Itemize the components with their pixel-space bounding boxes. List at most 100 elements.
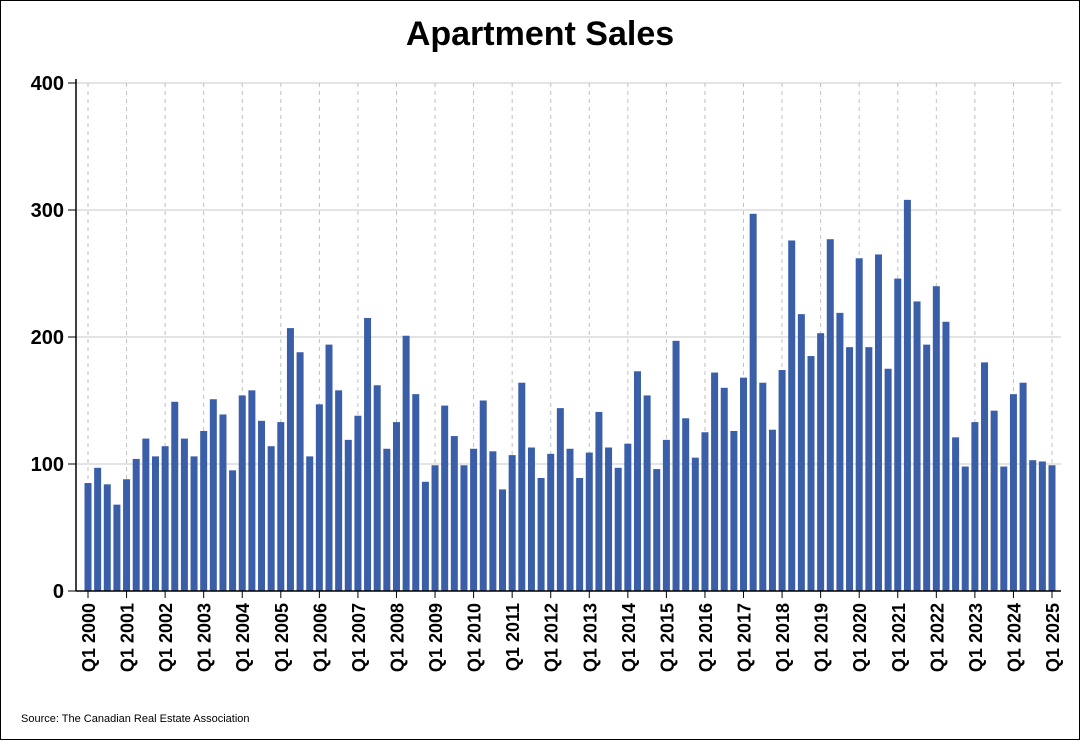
bar	[315, 404, 323, 591]
bar	[209, 399, 217, 591]
bar	[932, 286, 940, 591]
x-tick-label: Q1 2014	[619, 603, 639, 672]
bar	[450, 436, 458, 591]
x-tick-label: Q1 2013	[580, 603, 600, 672]
x-tick-label: Q1 2020	[850, 603, 870, 672]
x-tick-label: Q1 2001	[118, 603, 138, 672]
bar	[585, 452, 593, 591]
x-tick-label: Q1 2012	[542, 603, 562, 672]
bar	[595, 411, 603, 591]
bar	[354, 415, 362, 591]
x-tick-label: Q1 2007	[349, 603, 369, 672]
bar	[701, 432, 709, 591]
x-tick-label: Q1 2022	[927, 603, 947, 672]
bar	[392, 422, 400, 591]
bar	[759, 382, 767, 591]
bar	[614, 467, 622, 591]
bar	[826, 239, 834, 591]
bar	[1019, 382, 1027, 591]
bar	[238, 395, 246, 591]
bar	[248, 390, 256, 591]
bar	[267, 446, 275, 591]
bar	[499, 489, 507, 591]
bar	[171, 401, 179, 591]
bar	[556, 408, 564, 591]
x-tick-label: Q1 2015	[657, 603, 677, 672]
bar	[894, 278, 902, 591]
bar	[643, 395, 651, 591]
bar	[923, 344, 931, 591]
x-tick-label: Q1 2016	[696, 603, 716, 672]
bar	[913, 301, 921, 591]
bar	[1048, 465, 1056, 591]
bar	[113, 504, 121, 591]
bar	[402, 335, 410, 591]
bar	[229, 470, 237, 591]
bar	[364, 317, 372, 591]
bar	[662, 439, 670, 591]
bar	[691, 457, 699, 591]
bar	[373, 385, 381, 591]
bar	[576, 477, 584, 591]
x-tick-label: Q1 2008	[387, 603, 407, 672]
bar	[286, 328, 294, 591]
y-tick-label: 0	[53, 581, 64, 603]
bar	[335, 390, 343, 591]
bar	[566, 448, 574, 591]
bar	[1009, 394, 1017, 591]
bar	[219, 414, 227, 591]
bar	[817, 333, 825, 591]
bar	[344, 439, 352, 591]
bar	[624, 443, 632, 591]
x-tick-label: Q1 2004	[233, 603, 253, 672]
bar	[441, 405, 449, 591]
bar	[981, 362, 989, 591]
bar	[720, 387, 728, 591]
x-tick-label: Q1 2018	[773, 603, 793, 672]
y-tick-label: 400	[31, 73, 64, 95]
x-tick-label: Q1 2024	[1004, 603, 1024, 672]
bar	[412, 394, 420, 591]
bar	[508, 455, 516, 591]
bar	[180, 438, 188, 591]
bar	[151, 456, 159, 591]
bar	[383, 448, 391, 591]
bar	[421, 481, 429, 591]
bar	[952, 437, 960, 591]
bar	[874, 254, 882, 591]
bar	[836, 312, 844, 591]
bar	[518, 382, 526, 591]
bar	[961, 466, 969, 591]
bar	[711, 372, 719, 591]
bar	[200, 430, 208, 591]
bar	[807, 356, 815, 591]
bar	[527, 447, 535, 591]
x-tick-label: Q1 2025	[1043, 603, 1063, 672]
x-tick-label: Q1 2021	[889, 603, 909, 672]
bar	[470, 448, 478, 591]
bar	[971, 422, 979, 591]
bar	[1029, 460, 1037, 591]
bar	[942, 321, 950, 591]
bar	[788, 240, 796, 592]
bar	[537, 477, 545, 591]
y-tick-label: 100	[31, 454, 64, 476]
x-tick-label: Q1 2011	[503, 603, 523, 671]
bar	[749, 213, 757, 591]
bar	[855, 258, 863, 591]
x-tick-label: Q1 2009	[426, 603, 446, 672]
bar	[903, 199, 911, 591]
bar	[306, 456, 314, 591]
source-note: Source: The Canadian Real Estate Associa…	[21, 713, 250, 725]
bar	[730, 430, 738, 591]
x-tick-label: Q1 2003	[195, 603, 215, 672]
bar	[161, 446, 169, 591]
bar	[778, 370, 786, 591]
bar	[990, 410, 998, 591]
x-tick-label: Q1 2019	[812, 603, 832, 672]
bar	[431, 465, 439, 591]
y-tick-label: 200	[31, 327, 64, 349]
bar	[94, 467, 102, 591]
bar	[682, 418, 690, 591]
